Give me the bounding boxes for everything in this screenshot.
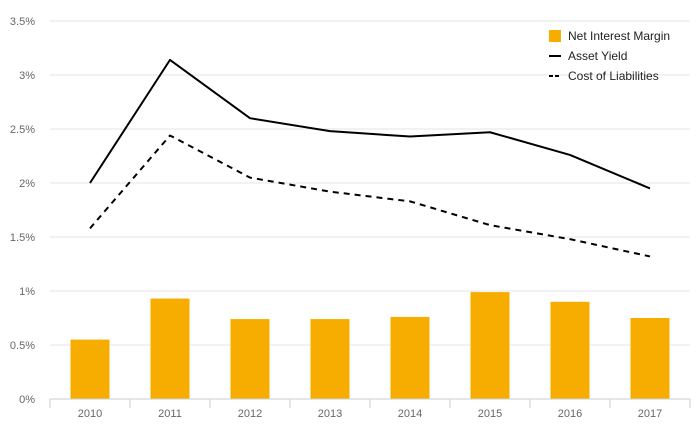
y-tick-label: 0% bbox=[19, 394, 35, 406]
bar-2015 bbox=[470, 292, 510, 399]
x-tick-label: 2011 bbox=[158, 408, 182, 420]
asset-yield-line bbox=[89, 58, 651, 190]
line-series bbox=[89, 58, 651, 258]
legend-swatch bbox=[549, 30, 561, 42]
legend: Net Interest Margin Asset Yield Cost of Li… bbox=[549, 29, 670, 83]
x-tick-label: 2012 bbox=[238, 408, 262, 420]
bar-2013 bbox=[310, 319, 350, 399]
bar-2010 bbox=[70, 339, 110, 399]
y-tick-label: 1.5% bbox=[10, 232, 35, 244]
y-tick-label: 3.5% bbox=[10, 16, 35, 28]
bar-series bbox=[70, 292, 670, 399]
y-tick-label: 2% bbox=[19, 178, 35, 190]
x-tick-label: 2016 bbox=[558, 408, 582, 420]
x-tick-label: 2010 bbox=[78, 408, 102, 420]
gridlines bbox=[50, 20, 690, 346]
axes: 0% 0.5% 1% 1.5% 2% 2.5% 3% 3.5% 2010 2011 2012 2013… bbox=[10, 16, 691, 420]
legend-label: Asset Yield bbox=[568, 49, 627, 63]
bar-2017 bbox=[630, 318, 670, 399]
legend-label: Cost of Liabilities bbox=[568, 69, 659, 83]
x-tick-label: 2015 bbox=[478, 408, 502, 420]
bar-2016 bbox=[550, 301, 590, 399]
legend-label: Net Interest Margin bbox=[568, 29, 670, 43]
x-tick-label: 2014 bbox=[398, 408, 422, 420]
bar-2014 bbox=[390, 316, 430, 399]
bar-2012 bbox=[230, 319, 270, 399]
x-tick-label: 2017 bbox=[638, 408, 662, 420]
legend-item-asset-yield: Asset Yield bbox=[549, 49, 627, 63]
cost-of-liabilities-line bbox=[89, 134, 651, 258]
legend-item-cost-of-liabilities: Cost of Liabilities bbox=[549, 69, 659, 83]
y-tick-label: 1% bbox=[19, 286, 35, 298]
y-tick-label: 2.5% bbox=[10, 124, 35, 136]
y-tick-label: 0.5% bbox=[10, 340, 35, 352]
bar-2011 bbox=[150, 298, 190, 399]
legend-item-net-interest-margin: Net Interest Margin bbox=[549, 29, 670, 43]
y-tick-label: 3% bbox=[19, 70, 35, 82]
x-tick-label: 2013 bbox=[318, 408, 342, 420]
